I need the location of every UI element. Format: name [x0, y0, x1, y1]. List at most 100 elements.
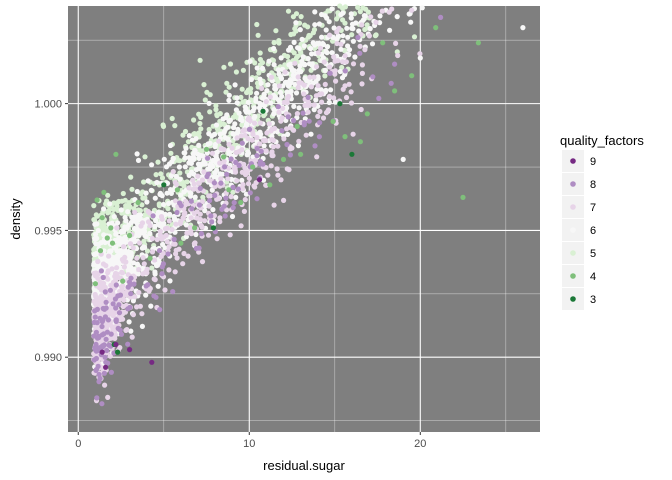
data-point [193, 167, 199, 173]
data-point [233, 194, 239, 200]
data-point [113, 341, 119, 348]
data-point [103, 263, 109, 269]
data-point [97, 315, 103, 321]
data-point [110, 312, 116, 319]
data-point [96, 379, 102, 385]
data-point [362, 13, 368, 19]
data-point [285, 8, 292, 14]
legend-key-point [570, 158, 576, 164]
data-point [92, 281, 98, 287]
data-point [93, 355, 99, 362]
data-point [311, 102, 317, 108]
data-point [147, 210, 153, 216]
data-point [204, 173, 210, 180]
data-point [125, 341, 131, 347]
data-point [153, 294, 159, 300]
data-point [377, 13, 383, 19]
data-point [155, 159, 161, 165]
data-point [194, 209, 200, 215]
data-point [160, 250, 166, 256]
x-axis-ticks: 0 10 20 [75, 432, 426, 450]
legend-key-point [570, 227, 576, 233]
data-point [362, 47, 368, 53]
data-point [284, 166, 290, 172]
data-point [335, 33, 341, 39]
data-point [226, 97, 232, 103]
data-point [205, 232, 212, 238]
data-point [263, 148, 269, 154]
legend-label-9: 9 [590, 156, 596, 168]
data-point [192, 147, 198, 153]
data-point [167, 211, 173, 217]
data-point [217, 171, 223, 177]
data-point [160, 122, 166, 128]
data-point [189, 206, 195, 212]
data-point [117, 241, 123, 247]
data-point [159, 193, 165, 199]
data-point [114, 203, 120, 209]
data-point [348, 89, 354, 95]
data-point [114, 271, 120, 277]
data-point [167, 187, 174, 193]
data-point [184, 230, 190, 236]
data-point [207, 193, 213, 199]
data-point [222, 213, 228, 219]
data-point [162, 287, 168, 293]
data-point [143, 234, 149, 240]
data-point [161, 182, 167, 188]
data-point [185, 253, 191, 259]
data-point [113, 151, 119, 157]
data-point [342, 134, 348, 140]
data-point [227, 117, 233, 123]
data-point [342, 20, 348, 26]
data-point [314, 154, 320, 160]
data-point [119, 256, 125, 263]
data-point [136, 289, 142, 296]
data-point [202, 97, 208, 103]
data-point [376, 95, 382, 101]
data-point [365, 9, 371, 15]
data-point [252, 157, 258, 164]
data-point [110, 301, 116, 307]
data-point [108, 229, 114, 235]
legend-label-8: 8 [590, 179, 596, 191]
legend: quality_factors 9 8 7 6 5 4 3 [560, 133, 644, 310]
data-point [122, 197, 128, 203]
data-point [307, 74, 313, 80]
data-point [99, 343, 106, 349]
data-point [108, 331, 114, 337]
data-point [164, 239, 170, 245]
data-point [333, 78, 339, 84]
data-point [238, 223, 244, 229]
data-point [197, 185, 203, 191]
data-point [102, 239, 108, 246]
data-point [203, 146, 210, 152]
data-point [178, 218, 184, 225]
data-point [163, 232, 169, 238]
data-point [332, 58, 338, 64]
data-point [105, 360, 111, 366]
data-point [213, 103, 219, 109]
data-point [93, 270, 99, 276]
data-point [247, 58, 253, 64]
data-point [417, 51, 423, 57]
data-point [157, 228, 163, 234]
data-point [129, 334, 135, 340]
data-point [258, 148, 264, 154]
data-point [140, 195, 146, 201]
data-point [276, 109, 282, 115]
data-point [152, 223, 158, 229]
data-point [292, 60, 298, 66]
data-point [305, 24, 311, 30]
data-point [300, 110, 306, 116]
data-point [296, 105, 302, 111]
data-point [248, 76, 254, 83]
data-point [101, 206, 107, 212]
legend-key-point [570, 204, 576, 210]
data-point [94, 197, 100, 203]
data-point [291, 39, 297, 46]
data-point [338, 41, 344, 48]
data-point [144, 266, 150, 272]
data-point [233, 107, 239, 113]
